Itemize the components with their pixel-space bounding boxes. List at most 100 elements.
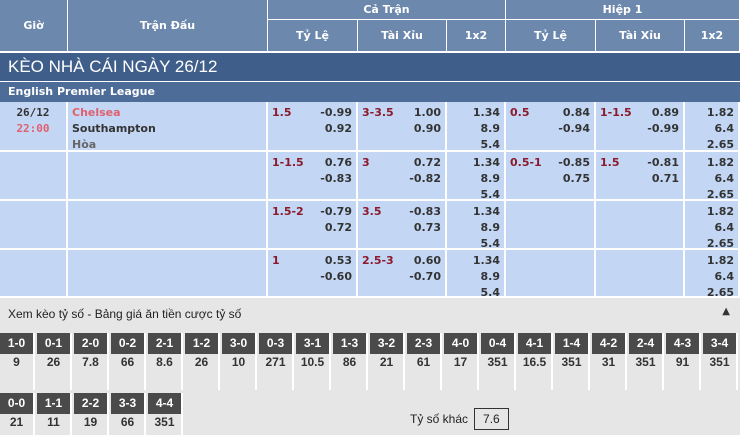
score-odds[interactable]: 31 xyxy=(601,355,616,369)
score-odds[interactable]: 7.8 xyxy=(82,355,99,369)
score-cell[interactable]: 3-2 21 xyxy=(370,333,405,390)
score-odds[interactable]: 10 xyxy=(231,355,246,369)
x12-cell[interactable]: 1.34 8.9 5.4 xyxy=(447,201,506,250)
hdp-cell[interactable]: 1 0.53 -0.60 xyxy=(268,250,358,298)
h-hdp-cell[interactable]: 0.5-1 -0.85 0.75 xyxy=(506,152,596,201)
odds-value[interactable]: 2.65 xyxy=(706,188,734,201)
score-cell[interactable]: 1-4 351 xyxy=(555,333,590,390)
score-cell[interactable]: 1-0 9 xyxy=(0,333,35,390)
score-cell[interactable]: 0-0 21 xyxy=(0,393,35,435)
ou-cell[interactable]: 3.5 -0.83 0.73 xyxy=(358,201,447,250)
odds-value[interactable]: 2.65 xyxy=(706,138,734,151)
h-ou-cell[interactable] xyxy=(596,250,685,298)
odds-value[interactable]: 5.4 xyxy=(480,286,501,299)
score-odds[interactable]: 17 xyxy=(453,355,468,369)
odds-value[interactable]: 1.82 xyxy=(706,106,734,119)
x12-cell[interactable]: 1.34 8.9 5.4 xyxy=(447,102,506,152)
score-odds[interactable]: 19 xyxy=(83,415,98,429)
odds-value[interactable]: 1.82 xyxy=(706,254,734,267)
odds-value[interactable]: 1.82 xyxy=(706,205,734,218)
score-odds[interactable]: 61 xyxy=(416,355,431,369)
score-cell[interactable]: 0-1 26 xyxy=(37,333,72,390)
x12-cell[interactable]: 1.34 8.9 5.4 xyxy=(447,250,506,299)
h-x12-cell[interactable]: 1.82 6.4 2.65 xyxy=(685,152,740,201)
h-x12-cell[interactable]: 1.82 6.4 2.65 xyxy=(685,201,740,250)
score-odds[interactable]: 86 xyxy=(342,355,357,369)
odds-value[interactable]: 8.9 xyxy=(480,270,501,283)
h-hdp-cell[interactable]: 0.5 0.84 -0.94 xyxy=(506,102,596,152)
score-cell[interactable]: 2-2 19 xyxy=(74,393,109,435)
odds-value[interactable]: 6.4 xyxy=(714,172,735,185)
odds-value[interactable]: 2.65 xyxy=(706,286,734,299)
hdp-cell[interactable]: 1-1.5 0.76 -0.83 xyxy=(268,152,358,201)
odds-value[interactable]: -0.82 xyxy=(409,172,441,185)
odds-value[interactable]: 6.4 xyxy=(714,122,735,135)
score-odds[interactable]: 26 xyxy=(46,355,61,369)
h-x12-cell[interactable]: 1.82 6.4 2.65 xyxy=(685,102,740,152)
score-cell[interactable]: 4-4 351 xyxy=(148,393,183,435)
odds-value[interactable]: 0.71 xyxy=(651,172,679,185)
score-odds[interactable]: 351 xyxy=(561,355,582,369)
odds-value[interactable]: 8.9 xyxy=(480,122,501,135)
score-odds[interactable]: 351 xyxy=(487,355,508,369)
odds-value[interactable]: 0.73 xyxy=(413,221,441,234)
score-odds[interactable]: 8.6 xyxy=(156,355,173,369)
score-odds[interactable]: 9 xyxy=(13,355,20,369)
odds-value[interactable]: 5.4 xyxy=(480,237,501,250)
score-cell[interactable]: 4-2 31 xyxy=(592,333,627,390)
odds-value[interactable]: 6.4 xyxy=(714,270,735,283)
odds-value[interactable]: 1.34 xyxy=(472,156,500,169)
odds-value[interactable]: -0.60 xyxy=(320,270,352,283)
score-odds[interactable]: 66 xyxy=(120,415,135,429)
score-cell[interactable]: 4-3 91 xyxy=(666,333,701,390)
triangle-up-icon[interactable]: ▲ xyxy=(722,306,730,317)
odds-value[interactable]: -0.99 xyxy=(647,122,679,135)
odds-value[interactable]: 8.9 xyxy=(480,172,501,185)
odds-value[interactable]: -0.83 xyxy=(409,205,441,218)
odds-value[interactable]: 0.72 xyxy=(413,156,441,169)
score-cell[interactable]: 0-4 351 xyxy=(481,333,516,390)
odds-value[interactable]: 1.34 xyxy=(472,106,500,119)
odds-value[interactable]: 0.72 xyxy=(324,221,352,234)
score-cell[interactable]: 2-4 351 xyxy=(629,333,664,390)
score-cell[interactable]: 1-1 11 xyxy=(37,393,72,435)
ou-cell[interactable]: 2.5-3 0.60 -0.70 xyxy=(358,250,447,298)
odds-value[interactable]: 0.90 xyxy=(413,122,441,135)
score-odds[interactable]: 351 xyxy=(709,355,730,369)
score-cell[interactable]: 2-0 7.8 xyxy=(74,333,109,390)
away-team[interactable]: Southampton xyxy=(72,122,156,135)
odds-value[interactable]: -0.94 xyxy=(558,122,590,135)
score-cell[interactable]: 3-1 10.5 xyxy=(296,333,331,390)
home-team[interactable]: Chelsea xyxy=(72,106,121,119)
odds-value[interactable]: 1.00 xyxy=(413,106,441,119)
odds-value[interactable]: 5.4 xyxy=(480,188,501,201)
odds-value[interactable]: -0.70 xyxy=(409,270,441,283)
score-odds[interactable]: 66 xyxy=(120,355,135,369)
odds-value[interactable]: -0.99 xyxy=(320,106,352,119)
odds-value[interactable]: 0.92 xyxy=(324,122,352,135)
h-hdp-cell[interactable] xyxy=(506,250,596,298)
odds-value[interactable]: -0.81 xyxy=(647,156,679,169)
odds-value[interactable]: -0.79 xyxy=(320,205,352,218)
score-cell[interactable]: 1-2 26 xyxy=(185,333,220,390)
odds-value[interactable]: 1.34 xyxy=(472,254,500,267)
hdp-cell[interactable]: 1.5 -0.99 0.92 xyxy=(268,102,358,152)
h-ou-cell[interactable]: 1.5 -0.81 0.71 xyxy=(596,152,685,201)
score-odds[interactable]: 21 xyxy=(379,355,394,369)
score-odds[interactable]: 21 xyxy=(9,415,24,429)
score-cell[interactable]: 0-3 271 xyxy=(259,333,294,390)
score-cell[interactable]: 3-0 10 xyxy=(222,333,257,390)
score-odds[interactable]: 351 xyxy=(635,355,656,369)
score-cell[interactable]: 2-3 61 xyxy=(407,333,442,390)
score-odds[interactable]: 11 xyxy=(47,415,60,429)
h-ou-cell[interactable]: 1-1.5 0.89 -0.99 xyxy=(596,102,685,152)
h-ou-cell[interactable] xyxy=(596,201,685,250)
score-cell[interactable]: 4-1 16.5 xyxy=(518,333,553,390)
score-odds[interactable]: 10.5 xyxy=(300,355,325,369)
h-hdp-cell[interactable] xyxy=(506,201,596,250)
odds-value[interactable]: 0.89 xyxy=(651,106,679,119)
hdp-cell[interactable]: 1.5-2 -0.79 0.72 xyxy=(268,201,358,250)
h-x12-cell[interactable]: 1.82 6.4 2.65 xyxy=(685,250,740,299)
score-cell[interactable]: 1-3 86 xyxy=(333,333,368,390)
odds-value[interactable]: 6.4 xyxy=(714,221,735,234)
